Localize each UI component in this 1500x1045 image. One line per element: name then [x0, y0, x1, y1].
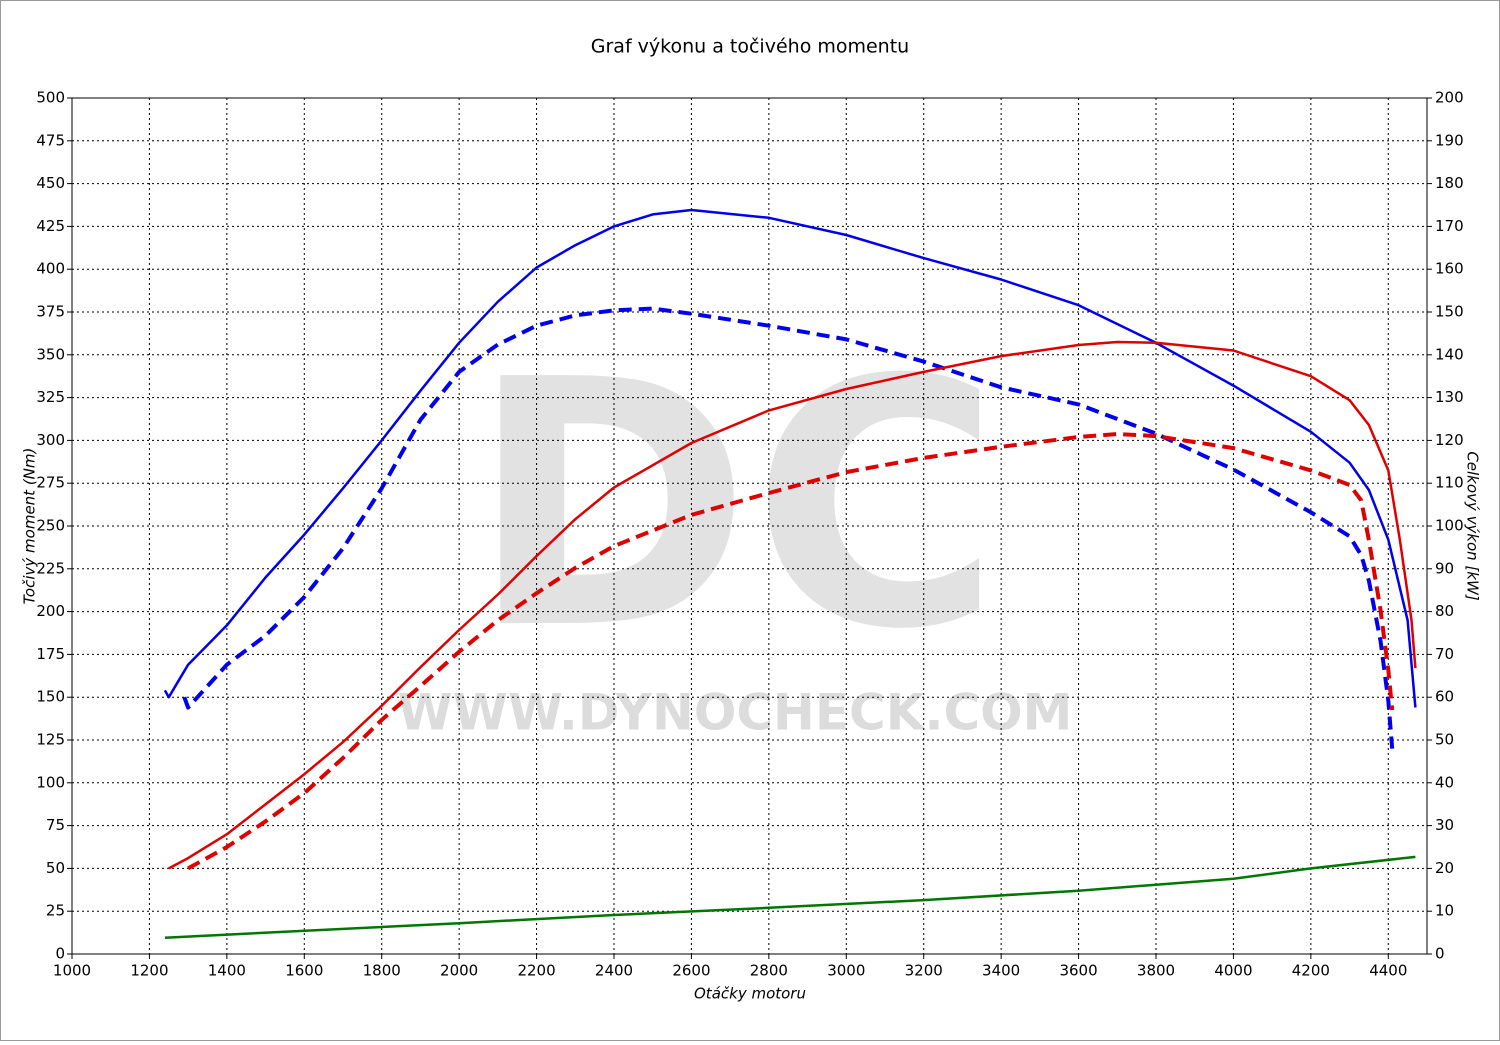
y2-tick-label: 120 [1435, 431, 1464, 449]
x-tick-label: 1600 [285, 962, 323, 980]
x-tick-label: 1400 [208, 962, 246, 980]
y2-tick-label: 200 [1435, 89, 1464, 107]
y2-tick-label: 140 [1435, 345, 1464, 363]
x-tick-label: 3400 [982, 962, 1020, 980]
x-tick-label: 2400 [595, 962, 633, 980]
y-tick-label: 25 [46, 902, 65, 920]
y-tick-label: 450 [36, 174, 65, 192]
y2-tick-label: 180 [1435, 174, 1464, 192]
y-tick-label: 300 [36, 431, 65, 449]
y-tick-label: 325 [36, 388, 65, 406]
y-tick-label: 500 [36, 89, 65, 107]
y2-tick-label: 110 [1435, 474, 1464, 492]
y-tick-label: 50 [46, 859, 65, 877]
series-line [168, 340, 1417, 870]
x-tick-label: 4000 [1214, 962, 1252, 980]
plot-border [71, 97, 1428, 955]
y-tick-label: 175 [36, 645, 65, 663]
y2-tick-label: 190 [1435, 131, 1464, 149]
x-tick-label: 4400 [1369, 962, 1407, 980]
y2-tick-label: 150 [1435, 303, 1464, 321]
y-tick-label: 275 [36, 474, 65, 492]
y2-tick-label: 10 [1435, 902, 1454, 920]
x-tick-label: 2200 [517, 962, 555, 980]
y2-tick-label: 20 [1435, 859, 1454, 877]
y-tick-label: 75 [46, 816, 65, 834]
y-tick-label: 375 [36, 303, 65, 321]
x-tick-label: 3800 [1137, 962, 1175, 980]
y2-axis-label: Celkový výkon [kW] [1464, 451, 1482, 601]
y-tick-label: 425 [36, 217, 65, 235]
x-axis-label: Otáčky motoru [694, 985, 806, 1003]
x-tick-label: 3600 [1059, 962, 1097, 980]
x-tick-label: 3200 [905, 962, 943, 980]
y2-tick-label: 30 [1435, 816, 1454, 834]
y2-tick-label: 50 [1435, 731, 1454, 749]
y-tick-label: 200 [36, 602, 65, 620]
y2-tick-label: 80 [1435, 602, 1454, 620]
y-tick-label: 150 [36, 688, 65, 706]
y-tick-label: 0 [55, 945, 65, 963]
y-tick-label: 250 [36, 517, 65, 535]
x-tick-label: 2000 [440, 962, 478, 980]
y-tick-label: 225 [36, 559, 65, 577]
x-tick-label: 1200 [130, 962, 168, 980]
watermark-url: WWW.DYNOCHECK.COM [398, 684, 1073, 742]
x-tick-label: 3000 [827, 962, 865, 980]
y-tick-label: 100 [36, 773, 65, 791]
y2-tick-label: 90 [1435, 559, 1454, 577]
y2-tick-label: 130 [1435, 388, 1464, 406]
y-axis-label: Točivý moment (Nm) [21, 448, 39, 605]
series-line [163, 208, 1417, 708]
x-tick-label: 2600 [672, 962, 710, 980]
series-line [187, 432, 1395, 871]
y2-tick-label: 100 [1435, 517, 1464, 535]
y2-tick-label: 40 [1435, 773, 1454, 791]
series-line [182, 306, 1395, 749]
y-tick-label: 400 [36, 260, 65, 278]
x-tick-label: 1000 [53, 962, 91, 980]
plot-area: 1000 1200 1400 1600 1800 2000 2200 2400 2600 2800… [36, 89, 1463, 980]
watermark: DC [469, 308, 1001, 704]
y-tick-label: 350 [36, 345, 65, 363]
y2-tick-label: 170 [1435, 217, 1464, 235]
x-tick-label: 2800 [750, 962, 788, 980]
y-tick-label: 475 [36, 131, 65, 149]
chart-title: Graf výkonu a točivého momentu [591, 36, 909, 58]
y2-tick-label: 160 [1435, 260, 1464, 278]
x-tick-label: 1800 [363, 962, 401, 980]
y2-tick-label: 60 [1435, 688, 1454, 706]
y2-tick-label: 0 [1435, 945, 1445, 963]
x-tick-label: 4200 [1292, 962, 1330, 980]
y2-tick-label: 70 [1435, 645, 1454, 663]
y-tick-label: 125 [36, 731, 65, 749]
series-line [164, 855, 1416, 939]
